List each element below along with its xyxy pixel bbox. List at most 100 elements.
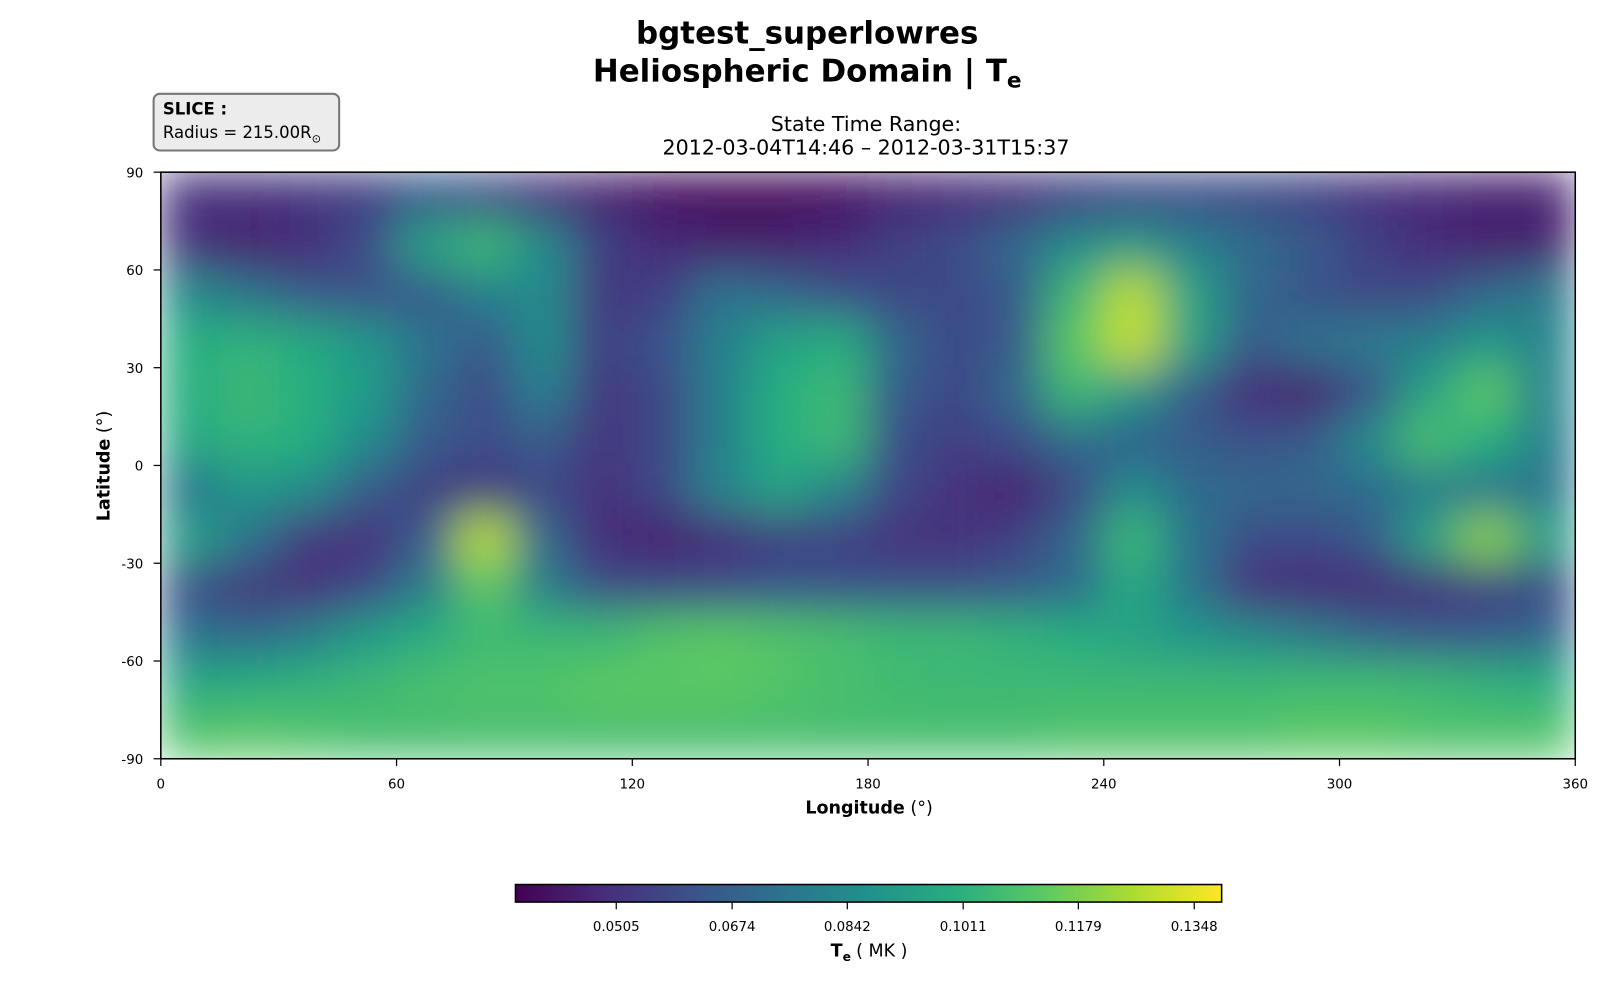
heatmap-cell xyxy=(1162,172,1223,222)
heatmap-cell xyxy=(631,318,692,369)
heatmap-cell xyxy=(631,416,692,466)
heatmap-cell xyxy=(631,709,692,759)
heatmap-cell xyxy=(1397,269,1458,320)
heatmap-cell xyxy=(454,416,515,466)
heatmap-cell xyxy=(219,709,280,759)
heatmap-cell xyxy=(278,269,339,320)
heatmap-cell xyxy=(572,172,633,222)
heatmap-cell xyxy=(749,367,810,418)
colorbar-label: Te ( MK ) xyxy=(831,942,908,964)
colorbar-tick-label: 0.1179 xyxy=(1055,920,1102,935)
heatmap-cell xyxy=(160,660,221,711)
heatmap-cell xyxy=(808,318,869,369)
heatmap-cell xyxy=(396,269,457,320)
heatmap-cell xyxy=(396,513,457,564)
heatmap-cell xyxy=(454,611,515,662)
slice-box xyxy=(152,92,341,152)
y-label-text: Latitude xyxy=(94,439,114,522)
heatmap-cell xyxy=(1162,464,1223,515)
heatmap-cell xyxy=(631,660,692,711)
heatmap-cell xyxy=(1456,172,1517,222)
heatmap-cell xyxy=(1339,513,1399,564)
heatmap-cell xyxy=(1280,513,1341,564)
heatmap-cell xyxy=(337,269,398,320)
heatmap-cell xyxy=(219,513,280,564)
heatmap-cell xyxy=(513,172,574,222)
heatmap-cell xyxy=(572,464,633,515)
heatmap-cell xyxy=(631,513,692,564)
heatmap-cell xyxy=(867,464,928,515)
heatmap-cell xyxy=(1221,562,1282,613)
heatmap-cell xyxy=(1515,562,1576,613)
heatmap-cell xyxy=(1515,709,1576,759)
heatmap-cell xyxy=(926,367,987,418)
heatmap-cell xyxy=(1397,416,1458,466)
heatmap-cell xyxy=(1339,220,1399,271)
heatmap-cell xyxy=(1221,416,1282,466)
x-axis-label: Longitude (°) xyxy=(805,798,932,818)
heatmap-cell xyxy=(219,367,280,418)
heatmap-cell xyxy=(1162,660,1223,711)
heatmap-cell xyxy=(867,611,928,662)
heatmap-cell xyxy=(219,318,280,369)
heatmap-cell xyxy=(160,416,221,466)
heatmap-cell xyxy=(219,464,280,515)
y-axis-label: Latitude (°) xyxy=(94,411,114,522)
heatmap-cell xyxy=(926,660,987,711)
heatmap-cell xyxy=(1044,513,1105,564)
heatmap-cell xyxy=(1456,269,1517,320)
heatmap-cell xyxy=(1162,611,1223,662)
heatmap-cell xyxy=(749,220,810,271)
heatmap-cell xyxy=(926,562,987,613)
heatmap-cell xyxy=(396,318,457,369)
heatmap-cell xyxy=(1339,562,1399,613)
heatmap-cell xyxy=(926,220,987,271)
heatmap-cell xyxy=(1103,611,1164,662)
heatmap-cell xyxy=(513,464,574,515)
heatmap-cell xyxy=(278,220,339,271)
colorbar-tick-label: 0.0842 xyxy=(824,920,871,935)
heatmap-cell xyxy=(1515,367,1576,418)
heatmap-cell xyxy=(1044,172,1105,222)
heatmap-cell xyxy=(513,367,574,418)
heatmap-cell xyxy=(926,269,987,320)
heatmap-cell xyxy=(278,464,339,515)
heatmap-cell xyxy=(1515,269,1576,320)
colorbar xyxy=(514,883,1223,903)
chart-title: bgtest_superlowres xyxy=(636,15,978,51)
heatmap-cell xyxy=(572,220,633,271)
heatmap-cell xyxy=(513,709,574,759)
y-label-unit: (°) xyxy=(94,411,114,433)
heatmap-cell xyxy=(1221,269,1282,320)
heatmap-cell xyxy=(1339,611,1399,662)
heatmap-cell xyxy=(867,318,928,369)
heatmap-cell xyxy=(1044,611,1105,662)
heatmap-cell xyxy=(631,220,692,271)
colorbar-tick-label: 0.1348 xyxy=(1171,920,1218,935)
heatmap-cell xyxy=(454,709,515,759)
heatmap-cell xyxy=(278,416,339,466)
heatmap-cell xyxy=(985,464,1046,515)
heatmap-cell xyxy=(690,464,751,515)
heatmap-cell xyxy=(1044,464,1105,515)
heatmap-cell xyxy=(926,318,987,369)
heatmap-cell xyxy=(1515,416,1576,466)
heatmap-cell xyxy=(1221,513,1282,564)
heatmap-cell xyxy=(337,709,398,759)
heatmap-cell xyxy=(454,172,515,222)
heatmap-cell xyxy=(1397,367,1458,418)
heatmap-cell xyxy=(1397,172,1458,222)
heatmap-cell xyxy=(396,709,457,759)
heatmap-cell xyxy=(1221,172,1282,222)
heatmap-cell xyxy=(808,611,869,662)
heatmap-cell xyxy=(454,513,515,564)
heatmap-cell xyxy=(690,513,751,564)
heatmap-cell xyxy=(985,318,1046,369)
heatmap-cell xyxy=(1515,660,1576,711)
heatmap-cell xyxy=(690,269,751,320)
heatmap-cell xyxy=(513,562,574,613)
heatmap-cell xyxy=(1397,464,1458,515)
heatmap-cell xyxy=(454,562,515,613)
heatmap-cell xyxy=(1103,220,1164,271)
